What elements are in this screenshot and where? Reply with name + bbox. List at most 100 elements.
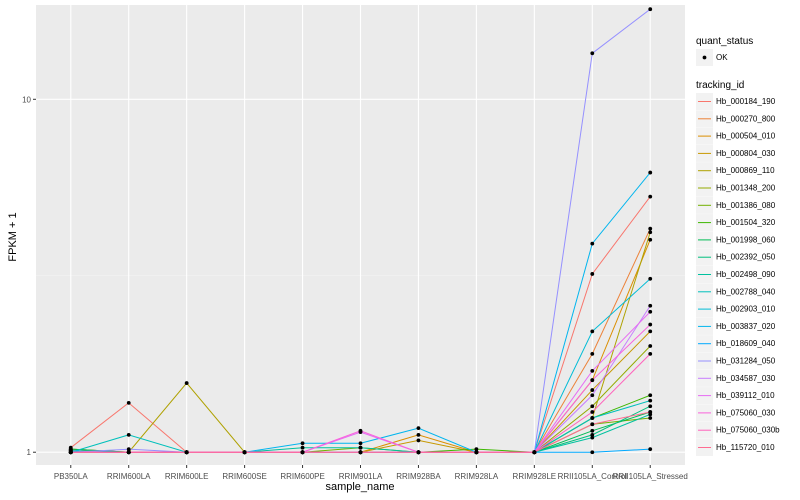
data-point — [300, 450, 305, 455]
legend-label: Hb_034587_030 — [716, 374, 776, 383]
x-tick-label: PB350LA — [54, 472, 88, 481]
legend: quant_status OK tracking_id Hb_000184_19… — [696, 36, 780, 456]
data-point — [590, 416, 595, 420]
x-tick-label: RRIM928LE — [513, 472, 557, 481]
data-point — [590, 329, 595, 334]
data-point — [648, 226, 653, 231]
color-legend-entries: Hb_000184_190 Hb_000270_800 Hb_000504_010 H… — [696, 93, 780, 456]
data-point — [648, 303, 653, 308]
data-point — [126, 447, 131, 452]
x-tick-label: RRIM928LA — [455, 472, 499, 481]
legend-point-key — [702, 55, 707, 60]
legend-label: Hb_001386_080 — [716, 201, 776, 210]
data-point — [474, 447, 479, 452]
data-point — [126, 432, 131, 437]
legend-label: OK — [716, 53, 728, 62]
legend-label: Hb_002392_050 — [716, 253, 776, 262]
color-legend-title: tracking_id — [696, 80, 744, 91]
data-point — [358, 441, 363, 446]
shape-legend-entries: OK — [696, 49, 728, 66]
legend-label: Hb_000804_030 — [716, 149, 776, 158]
legend-label: Hb_115720_010 — [716, 443, 775, 452]
legend-label: Hb_075060_030b — [716, 426, 780, 435]
legend-label: Hb_002788_040 — [716, 287, 776, 296]
data-point — [590, 404, 595, 409]
legend-label: Hb_039112_010 — [716, 391, 775, 400]
legend-label: Hb_001998_060 — [716, 235, 776, 244]
x-tick-label: RRIM600LA — [107, 472, 151, 481]
data-point — [648, 410, 653, 414]
shape-legend-title: quant_status — [696, 36, 753, 47]
data-point — [648, 7, 653, 12]
data-point — [590, 432, 595, 437]
data-point — [590, 241, 595, 246]
data-point — [648, 344, 653, 348]
y-axis-title: FPKM + 1 — [7, 212, 19, 261]
data-point — [416, 426, 421, 431]
data-point — [590, 368, 595, 373]
y-tick-label: 10 — [22, 95, 31, 104]
data-point — [648, 309, 653, 314]
data-point — [590, 450, 595, 455]
data-point — [358, 450, 363, 455]
x-tick-label: RRIM928BA — [396, 472, 441, 481]
x-tick-label: RRIM600SE — [222, 472, 266, 481]
data-point — [648, 322, 653, 327]
x-tick-label: RRIM901LA — [339, 472, 383, 481]
data-point — [416, 438, 421, 443]
data-point — [648, 329, 653, 334]
data-point — [358, 445, 363, 450]
legend-label: Hb_018609_040 — [716, 339, 776, 348]
legend-label: Hb_001348_200 — [716, 184, 776, 193]
x-axis: PB350LA RRIM600LA RRIM600LE RRIM600SE RRIM60… — [54, 465, 688, 481]
legend-label: Hb_031284_050 — [716, 357, 776, 366]
data-point — [648, 194, 653, 199]
legend-label: Hb_000504_010 — [716, 132, 776, 141]
data-point — [300, 441, 305, 446]
legend-label: Hb_075060_030 — [716, 408, 776, 417]
data-point — [648, 276, 653, 281]
legend-label: Hb_000184_190 — [716, 97, 776, 106]
data-point — [242, 450, 247, 455]
legend-label: Hb_002903_010 — [716, 305, 776, 314]
data-point — [590, 393, 595, 398]
data-point — [474, 450, 479, 455]
data-point — [416, 450, 421, 455]
data-point — [358, 428, 363, 433]
legend-label: Hb_002498_090 — [716, 270, 776, 279]
data-points — [68, 7, 653, 455]
data-point — [648, 404, 653, 409]
legend-label: Hb_003837_020 — [716, 322, 776, 331]
data-point — [68, 450, 73, 455]
y-axis: 1 10 — [22, 95, 36, 457]
legend-label: Hb_001504_320 — [716, 218, 776, 227]
data-point — [648, 398, 653, 403]
data-point — [590, 51, 595, 56]
x-tick-label: RRIM600PE — [280, 472, 324, 481]
data-point — [126, 450, 131, 455]
data-point — [416, 432, 421, 437]
data-point — [648, 237, 653, 242]
data-point — [126, 400, 131, 405]
x-axis-title: sample_name — [325, 481, 394, 493]
data-point — [532, 450, 537, 455]
data-point — [648, 230, 653, 235]
x-tick-label: RRIM600LE — [165, 472, 209, 481]
data-point — [648, 447, 653, 452]
legend-label: Hb_000270_800 — [716, 114, 776, 123]
x-tick-label: RRII105LA_Control — [558, 472, 628, 481]
y-tick-label: 1 — [27, 448, 32, 457]
data-point — [648, 170, 653, 175]
data-point — [648, 351, 653, 356]
data-point — [590, 272, 595, 276]
data-point — [648, 416, 653, 420]
data-point — [590, 388, 595, 392]
data-point — [590, 351, 595, 356]
data-point — [184, 381, 189, 385]
data-point — [648, 393, 653, 398]
x-tick-label: RRII105LA_Stressed — [613, 472, 688, 481]
legend-label: Hb_000869_110 — [716, 166, 775, 175]
data-point — [590, 422, 595, 427]
data-point — [590, 435, 595, 440]
